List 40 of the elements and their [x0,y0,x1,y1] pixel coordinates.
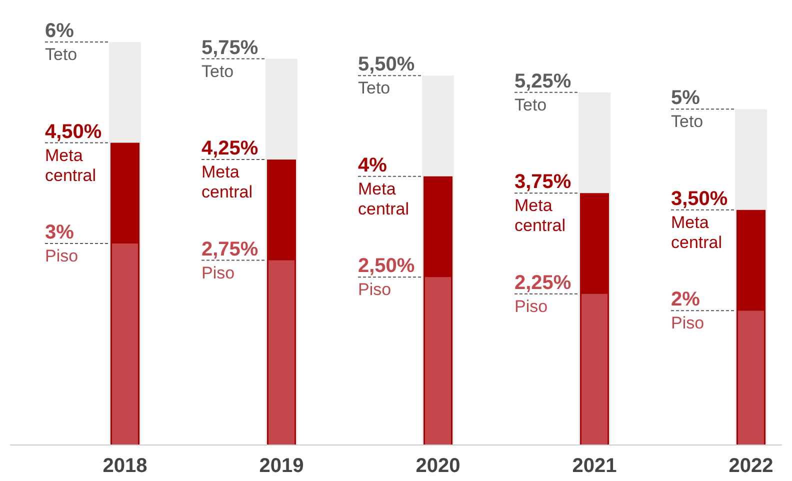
data-label: 2,25% [514,272,572,294]
text: Piso [671,314,704,333]
x-tick-label: 2019 [259,455,304,477]
data-label: 2% [671,288,700,311]
text: Meta central [202,162,253,202]
series-label: Meta central [45,146,96,185]
x-tick-label: 2022 [728,455,774,477]
data-label: 5,75% [202,36,258,59]
bar [112,244,138,445]
data-label: 2,75% [202,238,258,260]
x-tick-label: 2018 [102,455,148,477]
text: Piso [202,263,235,282]
bar [268,260,294,445]
data-label: 6% [45,20,74,42]
data-label: 5,50% [358,54,415,76]
text: Teto [514,95,547,114]
text: Teto [202,62,234,81]
text: Meta central [514,196,566,236]
data-label: 4% [358,154,388,176]
x-tick-label: 2021 [572,455,617,477]
text: Piso [358,280,392,300]
text: Piso [45,246,78,266]
text: Teto [358,78,390,98]
series-label: Teto [45,45,78,64]
bar [582,294,608,445]
bar [738,310,764,445]
series-label: Piso [514,296,548,316]
data-label: 3,75% [514,171,572,194]
text: Meta central [671,212,722,252]
bar [425,277,451,445]
data-label: 4,50% [45,120,102,143]
data-label: 4,25% [202,138,258,160]
data-label: 5,25% [514,70,572,92]
text: Meta central [358,179,410,218]
data-label: 3,50% [671,188,728,210]
text: Teto [671,112,704,132]
data-label: 3% [45,222,74,244]
data-label: 2,50% [358,255,415,278]
x-tick-label: 2020 [416,455,460,477]
data-label: 5% [671,87,700,110]
